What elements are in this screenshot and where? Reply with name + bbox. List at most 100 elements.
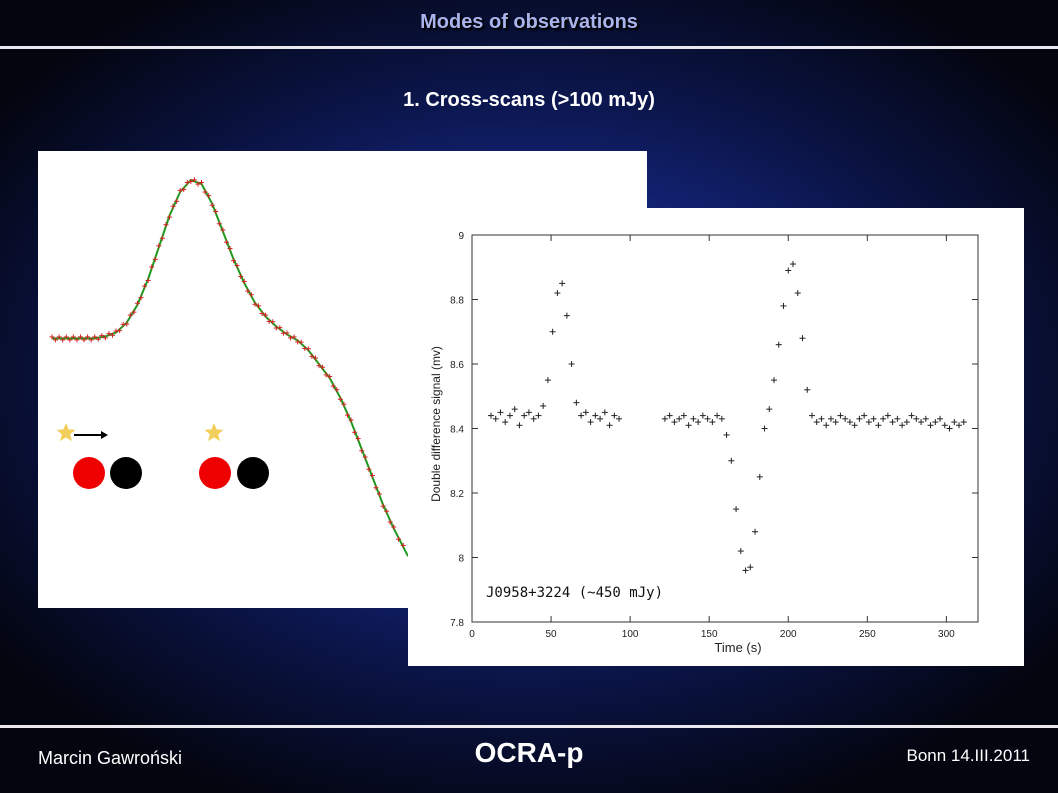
data-point bbox=[941, 422, 948, 429]
data-marker bbox=[227, 245, 233, 251]
data-marker bbox=[149, 264, 155, 270]
data-marker bbox=[400, 542, 406, 548]
data-point bbox=[690, 415, 697, 422]
black-beam-circle bbox=[110, 457, 142, 489]
data-marker bbox=[391, 524, 397, 530]
data-point bbox=[903, 419, 910, 426]
x-tick-label: 250 bbox=[859, 629, 876, 640]
data-marker bbox=[288, 335, 294, 341]
data-marker bbox=[337, 396, 343, 402]
data-point bbox=[756, 473, 763, 480]
data-marker bbox=[70, 334, 76, 340]
data-point bbox=[813, 419, 820, 426]
data-marker bbox=[305, 346, 311, 352]
data-marker bbox=[377, 491, 383, 497]
data-point bbox=[592, 412, 599, 419]
data-point bbox=[761, 425, 768, 432]
star-icon bbox=[204, 423, 224, 442]
data-marker bbox=[181, 186, 187, 192]
data-marker bbox=[166, 214, 172, 220]
y-tick-label: 8.6 bbox=[450, 360, 464, 371]
data-point bbox=[497, 409, 504, 416]
right-arrow-icon bbox=[74, 431, 108, 439]
data-point bbox=[728, 457, 735, 464]
data-marker bbox=[77, 334, 83, 340]
data-marker bbox=[341, 401, 347, 407]
data-point bbox=[899, 422, 906, 429]
data-marker bbox=[369, 473, 375, 478]
data-point bbox=[540, 402, 547, 409]
data-point bbox=[676, 415, 683, 422]
data-point bbox=[889, 419, 896, 426]
y-tick-label: 7.8 bbox=[450, 618, 464, 629]
data-marker bbox=[231, 258, 237, 264]
data-point bbox=[799, 335, 806, 342]
project-name: OCRA-p bbox=[474, 737, 584, 768]
data-point bbox=[747, 564, 754, 571]
data-point bbox=[680, 412, 687, 419]
data-marker bbox=[352, 429, 358, 435]
data-point bbox=[785, 267, 792, 274]
data-point bbox=[671, 419, 678, 426]
data-marker bbox=[117, 328, 123, 334]
data-point bbox=[808, 412, 815, 419]
data-point bbox=[918, 419, 925, 426]
data-marker bbox=[245, 288, 251, 294]
data-point bbox=[535, 412, 542, 419]
data-point bbox=[884, 412, 891, 419]
data-marker bbox=[95, 336, 101, 342]
source-annotation: J0958+3224 (~450 mJy) bbox=[486, 585, 663, 601]
data-point bbox=[960, 419, 967, 426]
data-marker bbox=[99, 333, 105, 339]
data-marker bbox=[163, 222, 169, 228]
y-tick-label: 9 bbox=[458, 231, 464, 242]
data-marker bbox=[138, 295, 144, 301]
data-point bbox=[521, 412, 528, 419]
data-point bbox=[937, 415, 944, 422]
data-marker bbox=[366, 466, 372, 472]
data-marker bbox=[312, 355, 318, 361]
data-marker bbox=[309, 353, 315, 359]
data-marker bbox=[384, 508, 390, 514]
data-point bbox=[737, 548, 744, 555]
data-point bbox=[752, 528, 759, 535]
data-point bbox=[559, 280, 566, 287]
data-point bbox=[530, 415, 537, 422]
data-point bbox=[714, 412, 721, 419]
data-marker bbox=[174, 198, 180, 204]
data-point bbox=[856, 415, 863, 422]
data-marker bbox=[355, 436, 361, 442]
data-marker bbox=[127, 312, 133, 318]
beam-diagram bbox=[56, 423, 269, 489]
data-marker bbox=[49, 334, 55, 340]
data-point bbox=[908, 412, 915, 419]
data-point bbox=[766, 406, 773, 413]
data-point bbox=[794, 290, 801, 297]
data-marker bbox=[248, 292, 254, 298]
data-point bbox=[956, 422, 963, 429]
data-point bbox=[549, 328, 556, 335]
data-point bbox=[587, 419, 594, 426]
y-tick-label: 8.2 bbox=[450, 489, 464, 500]
data-marker bbox=[373, 485, 379, 491]
data-point bbox=[511, 406, 518, 413]
data-point bbox=[837, 412, 844, 419]
data-marker bbox=[344, 412, 350, 418]
data-marker bbox=[142, 283, 148, 289]
data-point bbox=[932, 419, 939, 426]
data-marker bbox=[380, 503, 386, 509]
plot-frame bbox=[471, 234, 979, 623]
data-marker bbox=[223, 239, 229, 245]
y-tick-label: 8 bbox=[458, 554, 464, 565]
double-difference-chart: 0 50 100 150 200 250 300 7.8 8 8.2 8.4 8.6 8.8 9 Doub… bbox=[429, 231, 979, 655]
data-point bbox=[568, 361, 575, 367]
red-beam-circle bbox=[199, 457, 231, 489]
data-marker bbox=[202, 189, 208, 195]
data-marker bbox=[330, 383, 336, 389]
data-point bbox=[946, 425, 953, 432]
data-point bbox=[880, 415, 887, 422]
y-axis-label: Double difference signal (mv) bbox=[429, 346, 443, 502]
x-tick-label: 100 bbox=[622, 629, 639, 640]
data-point bbox=[704, 415, 711, 422]
data-marker bbox=[92, 334, 98, 340]
